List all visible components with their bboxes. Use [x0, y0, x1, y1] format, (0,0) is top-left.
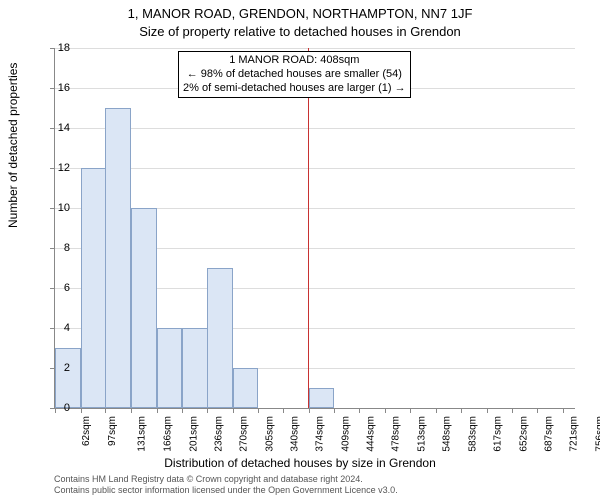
histogram-bar	[157, 328, 183, 408]
annotation-line: 2% of semi-detached houses are larger (1…	[183, 82, 406, 96]
x-tick-mark	[157, 408, 158, 413]
x-tick-label: 652sqm	[518, 416, 529, 452]
x-tick-label: 548sqm	[442, 416, 453, 452]
annotation-line: ← 98% of detached houses are smaller (54…	[183, 68, 406, 82]
x-tick-label: 478sqm	[391, 416, 402, 452]
x-tick-label: 513sqm	[416, 416, 427, 452]
y-tick-label: 2	[40, 362, 70, 374]
x-tick-label: 617sqm	[492, 416, 503, 452]
annotation-box: 1 MANOR ROAD: 408sqm← 98% of detached ho…	[178, 51, 411, 98]
y-tick-label: 12	[40, 162, 70, 174]
footer-line-2: Contains public sector information licen…	[54, 485, 398, 496]
x-tick-label: 236sqm	[214, 416, 225, 452]
y-tick-label: 4	[40, 322, 70, 334]
x-tick-label: 201sqm	[188, 416, 199, 452]
footer-attribution: Contains HM Land Registry data © Crown c…	[54, 474, 398, 496]
y-tick-label: 10	[40, 202, 70, 214]
gridline	[55, 168, 575, 169]
x-tick-mark	[563, 408, 564, 413]
x-tick-mark	[487, 408, 488, 413]
y-tick-label: 18	[40, 42, 70, 54]
x-tick-mark	[105, 408, 106, 413]
histogram-bar	[55, 348, 81, 408]
x-tick-label: 687sqm	[544, 416, 555, 452]
annotation-line: 1 MANOR ROAD: 408sqm	[183, 54, 406, 68]
x-tick-mark	[309, 408, 310, 413]
y-tick-label: 6	[40, 282, 70, 294]
x-tick-label: 62sqm	[81, 416, 92, 446]
x-tick-mark	[410, 408, 411, 413]
x-tick-mark	[334, 408, 335, 413]
x-tick-label: 340sqm	[290, 416, 301, 452]
x-tick-mark	[207, 408, 208, 413]
histogram-bar	[233, 368, 259, 408]
x-tick-mark	[131, 408, 132, 413]
histogram-bar	[81, 168, 107, 408]
histogram-plot: 1 MANOR ROAD: 408sqm← 98% of detached ho…	[54, 48, 575, 409]
x-tick-mark	[461, 408, 462, 413]
histogram-bar	[105, 108, 131, 408]
x-tick-label: 270sqm	[239, 416, 250, 452]
x-tick-mark	[537, 408, 538, 413]
reference-line	[308, 48, 309, 408]
y-tick-label: 16	[40, 82, 70, 94]
x-tick-label: 409sqm	[340, 416, 351, 452]
x-tick-mark	[233, 408, 234, 413]
histogram-bar	[182, 328, 208, 408]
x-tick-label: 97sqm	[107, 416, 118, 446]
chart-title: 1, MANOR ROAD, GRENDON, NORTHAMPTON, NN7…	[0, 6, 600, 21]
x-tick-label: 131sqm	[137, 416, 148, 452]
x-tick-mark	[512, 408, 513, 413]
x-tick-mark	[81, 408, 82, 413]
x-tick-label: 721sqm	[569, 416, 580, 452]
histogram-bar	[131, 208, 157, 408]
footer-line-1: Contains HM Land Registry data © Crown c…	[54, 474, 398, 485]
y-axis-label: Number of detached properties	[6, 63, 20, 228]
x-tick-mark	[182, 408, 183, 413]
x-tick-label: 583sqm	[468, 416, 479, 452]
x-tick-mark	[283, 408, 284, 413]
x-axis-label: Distribution of detached houses by size …	[0, 456, 600, 470]
x-tick-mark	[258, 408, 259, 413]
gridline	[55, 48, 575, 49]
x-tick-label: 305sqm	[264, 416, 275, 452]
histogram-bar	[309, 388, 335, 408]
y-tick-label: 0	[40, 402, 70, 414]
x-tick-mark	[436, 408, 437, 413]
x-tick-label: 374sqm	[315, 416, 326, 452]
y-tick-label: 14	[40, 122, 70, 134]
chart-subtitle: Size of property relative to detached ho…	[0, 24, 600, 39]
gridline	[55, 128, 575, 129]
x-tick-mark	[385, 408, 386, 413]
x-tick-mark	[359, 408, 360, 413]
x-tick-label: 444sqm	[366, 416, 377, 452]
y-tick-label: 8	[40, 242, 70, 254]
x-tick-label: 166sqm	[163, 416, 174, 452]
histogram-bar	[207, 268, 233, 408]
x-tick-label: 756sqm	[594, 416, 600, 452]
